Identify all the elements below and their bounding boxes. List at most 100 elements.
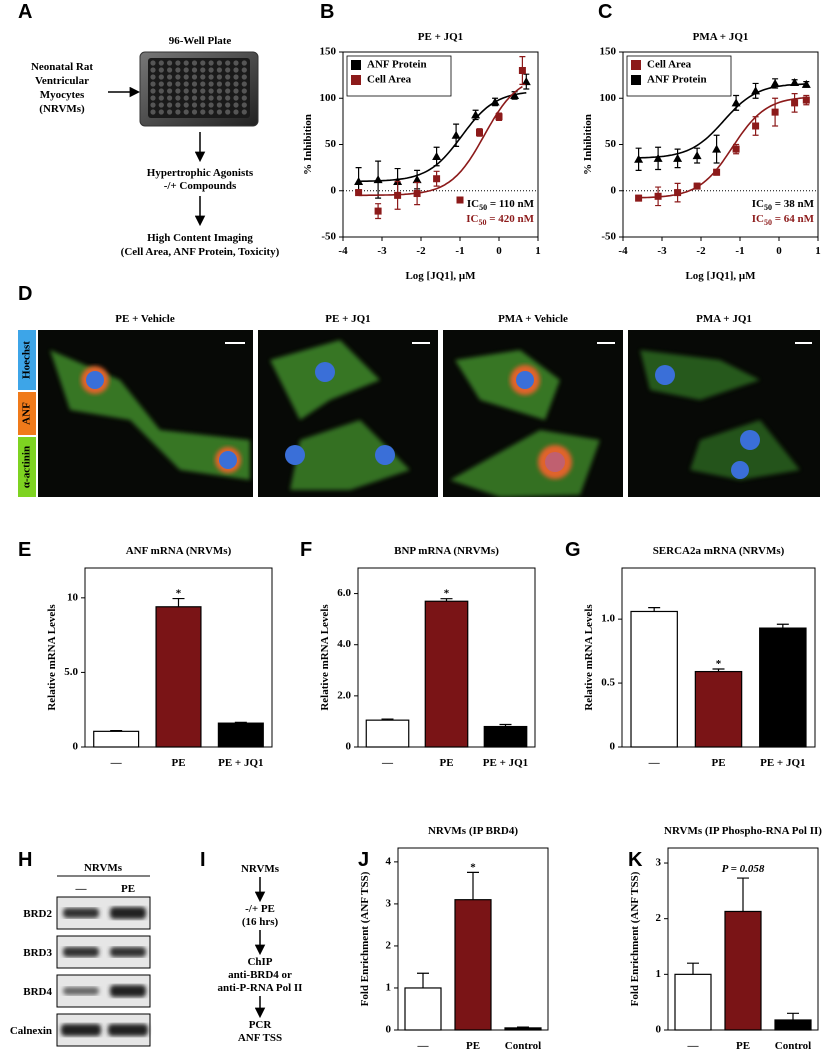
image-title: PE + JQ1 [325, 313, 370, 325]
data-point [693, 182, 701, 190]
well [150, 109, 156, 115]
well [175, 81, 181, 87]
y-tick-label: 50 [325, 138, 337, 150]
panel-label: F [300, 539, 312, 561]
data-point [770, 78, 780, 87]
y-tick-label: 0 [610, 741, 616, 753]
flow-step: ANF TSS [238, 1032, 282, 1044]
x-tick-label: PE [171, 757, 186, 769]
data-point [712, 144, 722, 153]
bar [630, 610, 678, 748]
protein-label: BRD2 [23, 908, 52, 920]
y-tick-label: 5.0 [64, 666, 78, 678]
flow-step: NRVMs [241, 863, 280, 875]
ic50-prefix: IC [752, 198, 764, 210]
data-point [791, 99, 799, 107]
well [150, 95, 156, 101]
error-bar [467, 871, 479, 900]
error-bar [648, 607, 661, 612]
bar [217, 722, 264, 748]
data-point [802, 96, 810, 104]
source-label: Neonatal Rat [31, 61, 93, 73]
well [225, 74, 231, 80]
well [225, 109, 231, 115]
well [158, 67, 164, 73]
well [225, 81, 231, 87]
data-point [654, 192, 662, 200]
well [191, 109, 198, 115]
y-tick-label: 10 [67, 591, 79, 603]
well [191, 88, 198, 94]
well [158, 88, 164, 94]
well [175, 74, 181, 80]
ic50-prefix: IC [752, 213, 764, 225]
x-tick-label: -2 [416, 245, 426, 257]
y-tick-label: 4.0 [337, 638, 351, 650]
well [241, 74, 247, 80]
ic50-subscript: 50 [764, 218, 772, 227]
y-tick-label: 150 [320, 46, 337, 58]
x-tick-label: PE [735, 1040, 751, 1050]
data-point [413, 190, 421, 198]
data-point [518, 67, 526, 74]
lane-label: — [75, 883, 88, 895]
chart-title: NRVMs (IP BRD4) [428, 825, 518, 837]
data-point [476, 128, 483, 136]
data-point [432, 152, 442, 161]
y-tick-label: 0.5 [601, 677, 615, 689]
well [200, 95, 206, 101]
y-tick-label: 3 [656, 857, 662, 869]
data-point [732, 145, 740, 153]
well [183, 81, 189, 87]
step-label: -/+ Compounds [164, 180, 237, 192]
y-axis-label: % Inhibition [582, 114, 594, 175]
well [167, 60, 173, 66]
well [216, 60, 222, 66]
x-tick-label: PE + JQ1 [218, 757, 264, 769]
ic50-label: IC50 = 420 nM [466, 213, 534, 227]
x-tick-label: 0 [776, 245, 782, 257]
stain-label: α-actinin [21, 446, 33, 488]
well [150, 88, 156, 94]
x-tick-label: — [687, 1040, 699, 1050]
data-point [412, 175, 422, 184]
ic50-value: = 420 nM [486, 213, 534, 225]
chart-title: NRVMs (IP Phospho-RNA Pol II) [664, 825, 822, 837]
data-point [495, 113, 503, 121]
well [183, 88, 189, 94]
y-axis-label: Relative mRNA Levels [46, 604, 58, 711]
x-tick-label: -3 [377, 245, 387, 257]
well [158, 81, 164, 87]
well [241, 81, 247, 87]
well [200, 81, 206, 87]
x-axis-label: Log [JQ1], μM [405, 270, 476, 282]
well [150, 67, 156, 73]
y-tick-label: -50 [321, 231, 336, 243]
fit-curve [358, 92, 527, 183]
x-tick-label: 0 [496, 245, 502, 257]
y-tick-label: 3 [386, 897, 392, 909]
bar [483, 725, 528, 748]
well [150, 60, 156, 66]
y-tick-label: 0 [611, 184, 617, 196]
data-point [471, 110, 481, 119]
well [175, 67, 181, 73]
well [241, 60, 247, 66]
step-label: (Cell Area, ANF Protein, Toxicity) [121, 246, 280, 258]
data-point [771, 108, 779, 116]
stain-swatch [18, 437, 36, 497]
well [241, 88, 247, 94]
well [175, 88, 181, 94]
well [191, 67, 198, 73]
ic50-label: IC50 = 64 nM [752, 213, 815, 227]
well [208, 102, 214, 108]
data-point [673, 153, 683, 162]
legend-label: Cell Area [647, 59, 692, 71]
ic50-value: = 64 nM [772, 213, 815, 225]
well [216, 88, 222, 94]
x-tick-label: Control [504, 1040, 542, 1050]
well [191, 74, 198, 80]
well [175, 95, 181, 101]
data-point [674, 189, 682, 197]
